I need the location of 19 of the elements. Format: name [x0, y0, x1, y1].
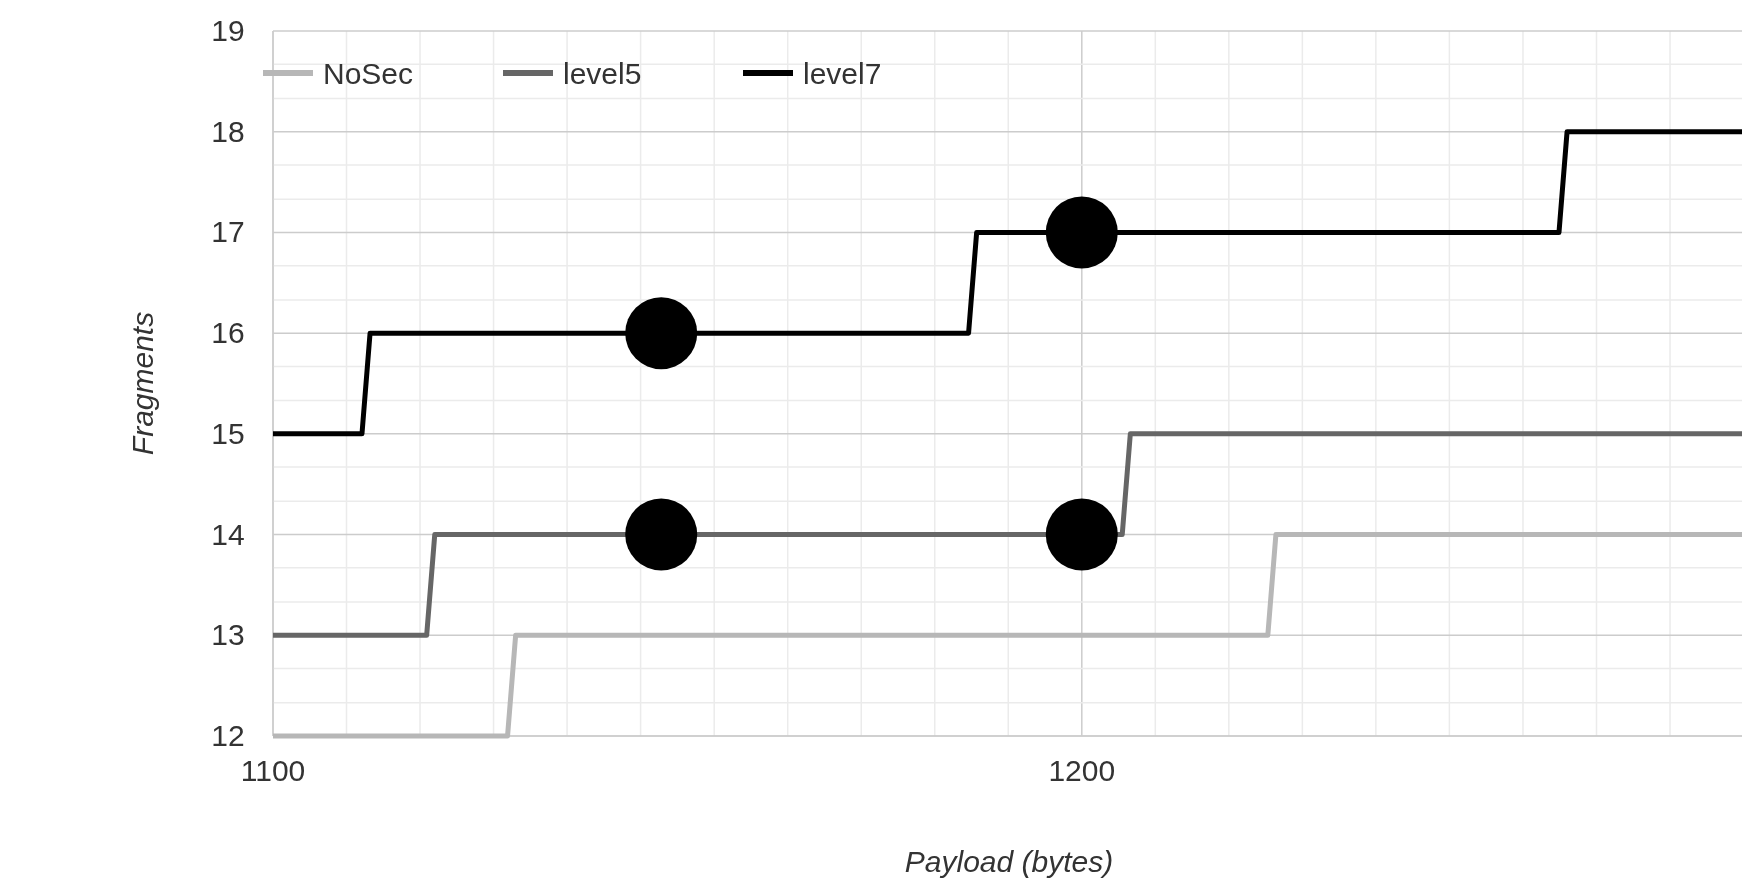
y-tick-label: 13 — [211, 618, 245, 652]
y-tick-label: 19 — [211, 14, 245, 47]
point — [1045, 498, 1118, 571]
legend-label: level5 — [563, 57, 642, 90]
y-tick-label: 17 — [211, 215, 245, 249]
x-tick-label: 1100 — [240, 754, 306, 787]
legend-label: NoSec — [323, 57, 414, 90]
y-tick-label: 15 — [211, 416, 245, 450]
point — [1045, 196, 1118, 269]
legend-label: level7 — [803, 57, 882, 90]
y-tick-label: 18 — [211, 114, 245, 148]
x-axis-title: Payload (bytes) — [904, 845, 1114, 878]
point — [625, 297, 698, 370]
y-axis-title: Fragments — [126, 311, 159, 456]
y-tick-label: 14 — [211, 517, 245, 551]
y-tick-label: 16 — [211, 316, 245, 350]
y-tick-label: 12 — [211, 719, 245, 752]
x-tick-label: 1200 — [1048, 754, 1116, 787]
point — [625, 498, 698, 571]
